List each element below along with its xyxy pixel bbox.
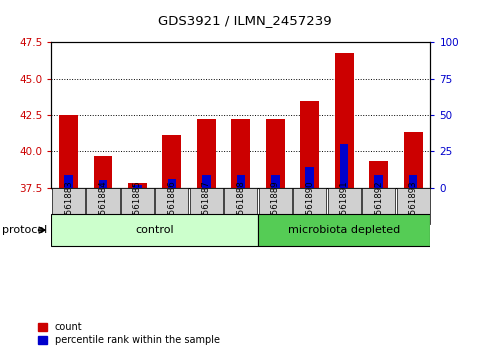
Text: control: control [135, 225, 174, 235]
Text: protocol: protocol [2, 225, 48, 235]
Bar [339, 144, 348, 188]
Bar [51, 214, 258, 246]
Text: microbiota depleted: microbiota depleted [287, 225, 400, 235]
Text: GSM561883: GSM561883 [64, 180, 73, 233]
Bar [300, 101, 319, 188]
Bar [265, 119, 284, 188]
Bar [231, 119, 250, 188]
Bar [361, 188, 394, 224]
Text: GSM561892: GSM561892 [373, 180, 383, 233]
Bar [327, 188, 360, 224]
Bar [236, 175, 244, 188]
Bar [59, 115, 78, 188]
Bar [224, 188, 257, 224]
Bar [167, 179, 176, 188]
Text: GSM561887: GSM561887 [202, 180, 210, 233]
Bar [86, 188, 119, 224]
Text: GSM561885: GSM561885 [133, 180, 142, 233]
Text: GSM561886: GSM561886 [167, 180, 176, 233]
Bar [408, 175, 417, 188]
Bar [396, 188, 429, 224]
Bar [202, 175, 210, 188]
Bar [197, 119, 215, 188]
Bar [368, 161, 387, 188]
Bar [155, 188, 188, 224]
Bar [403, 132, 422, 188]
Text: GSM561888: GSM561888 [236, 180, 245, 233]
Text: GSM561891: GSM561891 [339, 180, 348, 233]
Bar [258, 214, 429, 246]
Bar [270, 175, 279, 188]
Bar [133, 185, 142, 188]
Text: GDS3921 / ILMN_2457239: GDS3921 / ILMN_2457239 [157, 14, 331, 27]
Bar [162, 135, 181, 188]
Bar [128, 183, 147, 188]
Text: GSM561884: GSM561884 [98, 180, 107, 233]
Bar [374, 175, 382, 188]
Bar [121, 188, 154, 224]
Bar [334, 53, 353, 188]
Bar [64, 175, 73, 188]
Bar [99, 181, 107, 188]
Bar [93, 156, 112, 188]
Text: GSM561890: GSM561890 [305, 180, 314, 233]
Legend: count, percentile rank within the sample: count, percentile rank within the sample [34, 319, 223, 349]
Bar [305, 167, 313, 188]
Bar [189, 188, 223, 224]
Bar [258, 188, 291, 224]
Bar [52, 188, 85, 224]
Text: GSM561889: GSM561889 [270, 180, 279, 233]
Text: GSM561893: GSM561893 [408, 180, 417, 233]
Bar [293, 188, 325, 224]
